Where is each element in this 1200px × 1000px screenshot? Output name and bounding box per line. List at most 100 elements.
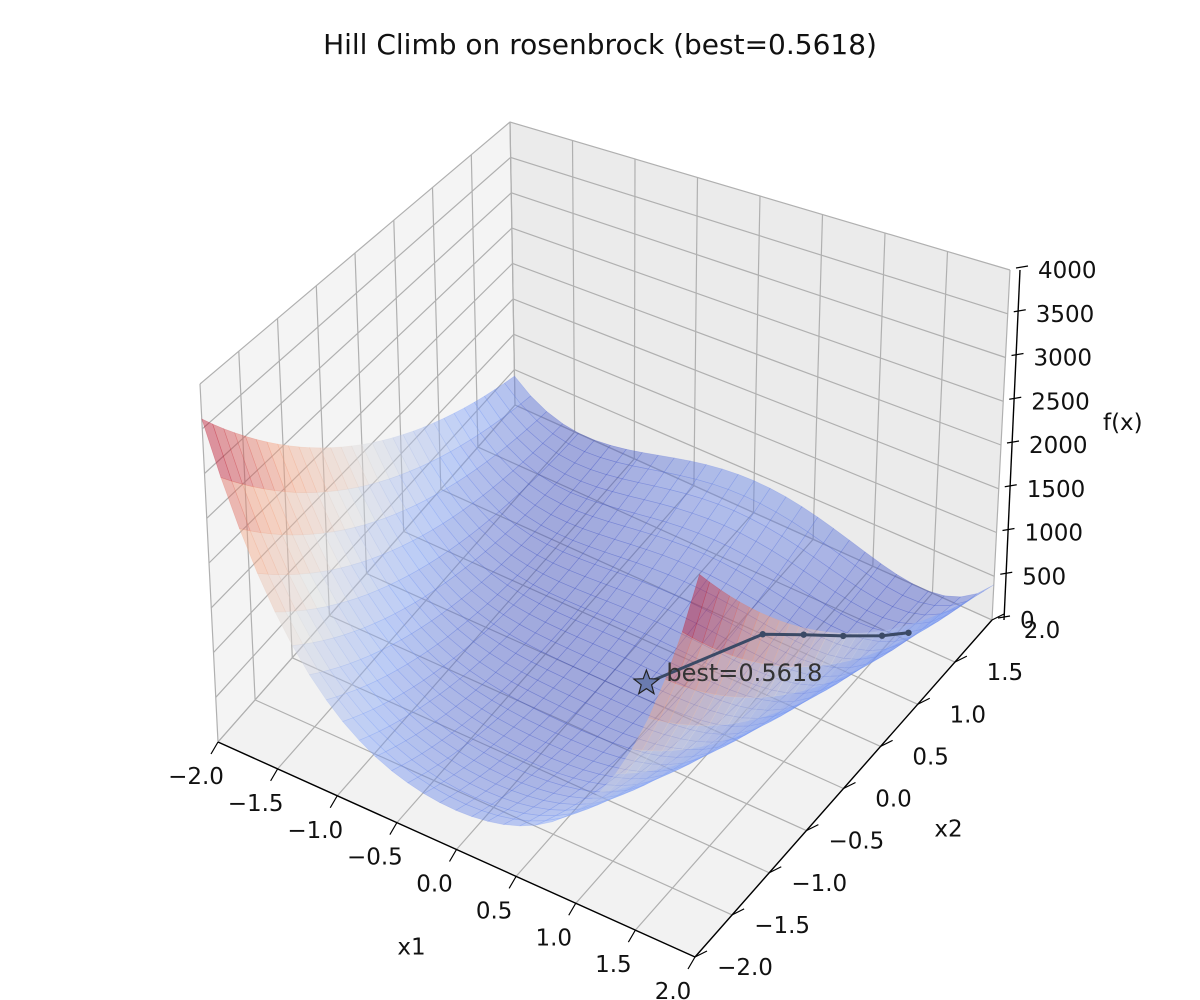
surface-patch bbox=[771, 535, 799, 561]
surface-patch bbox=[739, 667, 767, 686]
surface-patch bbox=[725, 730, 752, 747]
surface-patch bbox=[368, 730, 397, 753]
surface-patch bbox=[598, 650, 626, 670]
surface-patch bbox=[412, 426, 441, 463]
surface-patch bbox=[911, 621, 939, 638]
surface-patch bbox=[913, 613, 942, 625]
surface-patch bbox=[612, 732, 640, 749]
surface-patch bbox=[534, 494, 562, 515]
surface-patch bbox=[531, 651, 558, 671]
surface-patch bbox=[645, 750, 673, 773]
surface-patch bbox=[550, 629, 578, 649]
surface-patch bbox=[550, 748, 578, 765]
surface-patch bbox=[602, 619, 630, 640]
surface-patch bbox=[439, 796, 467, 811]
surface-patch bbox=[610, 687, 638, 707]
surface-patch bbox=[302, 533, 332, 573]
surface-patch bbox=[431, 613, 459, 638]
surface-patch bbox=[751, 564, 779, 589]
surface-patch bbox=[442, 516, 470, 544]
surface-patch bbox=[588, 662, 616, 682]
surface-patch bbox=[858, 648, 887, 660]
surface-patch bbox=[486, 815, 515, 825]
surface-patch bbox=[829, 670, 857, 684]
x-tick bbox=[687, 956, 696, 970]
surface-patch bbox=[536, 544, 564, 564]
surface-patch bbox=[201, 418, 233, 482]
surface-patch bbox=[302, 642, 331, 673]
surface-patch bbox=[687, 675, 715, 695]
surface-patch bbox=[566, 510, 594, 529]
surface-patch bbox=[521, 774, 549, 790]
surface-patch bbox=[759, 644, 787, 665]
surface-patch bbox=[244, 435, 276, 491]
surface-patch bbox=[664, 747, 693, 769]
surface-patch bbox=[682, 752, 710, 764]
surface-patch bbox=[741, 715, 769, 735]
surface-patch bbox=[765, 663, 793, 681]
surface-patch bbox=[775, 496, 803, 522]
best-label: best=0.5618 bbox=[666, 659, 822, 687]
z-tick bbox=[1006, 440, 1020, 444]
surface-patch bbox=[787, 687, 816, 709]
surface-patch bbox=[790, 694, 818, 711]
surface-patch bbox=[558, 443, 586, 464]
surface-patch bbox=[644, 620, 671, 642]
surface-patch bbox=[767, 701, 796, 711]
surface-patch bbox=[335, 692, 364, 719]
surface-patch bbox=[924, 605, 952, 616]
surface-patch bbox=[652, 690, 680, 710]
surface-patch bbox=[364, 622, 392, 651]
surface-patch bbox=[441, 732, 469, 752]
surface-patch bbox=[529, 815, 556, 822]
surface-patch bbox=[655, 521, 683, 542]
surface-patch bbox=[669, 615, 697, 637]
surface-patch bbox=[774, 666, 803, 697]
x-tick-label: 2.0 bbox=[655, 979, 692, 1000]
surface-patch bbox=[718, 735, 746, 748]
surface-patch bbox=[902, 583, 929, 603]
surface-patch bbox=[624, 760, 652, 772]
surface-patch bbox=[754, 664, 783, 698]
surface-patch bbox=[470, 432, 498, 462]
surface-patch bbox=[582, 516, 610, 535]
surface-patch bbox=[833, 657, 862, 682]
surface-patch bbox=[616, 705, 644, 724]
y-tick bbox=[694, 950, 708, 958]
surface-patch bbox=[466, 468, 494, 496]
surface-patch bbox=[571, 804, 598, 814]
surface-patch bbox=[807, 516, 835, 544]
y-tick bbox=[768, 866, 782, 874]
surface-patch bbox=[503, 604, 530, 625]
surface-patch bbox=[697, 518, 725, 541]
surface-patch bbox=[693, 693, 721, 711]
surface-patch bbox=[428, 556, 456, 584]
surface-patch bbox=[672, 667, 699, 688]
surface-patch bbox=[810, 636, 838, 655]
surface-patch bbox=[472, 495, 500, 521]
surface-patch bbox=[846, 661, 873, 679]
surface-patch bbox=[689, 719, 718, 734]
surface-patch bbox=[572, 528, 600, 547]
surface-patch bbox=[715, 583, 743, 606]
surface-patch bbox=[631, 717, 660, 751]
surface-patch bbox=[582, 760, 610, 775]
surface-patch bbox=[764, 665, 793, 698]
surface-patch bbox=[649, 503, 677, 523]
surface-patch bbox=[606, 588, 634, 608]
surface-patch bbox=[828, 553, 856, 580]
surface-patch bbox=[647, 769, 674, 779]
surface-patch bbox=[653, 471, 681, 491]
surface-patch bbox=[234, 432, 265, 490]
surface-patch bbox=[628, 613, 655, 634]
surface-patch bbox=[500, 411, 528, 439]
surface-patch bbox=[537, 669, 564, 689]
surface-patch bbox=[933, 595, 962, 606]
surface-patch bbox=[382, 698, 411, 721]
surface-patch bbox=[554, 722, 582, 741]
surface-patch bbox=[277, 443, 307, 493]
surface-patch bbox=[770, 704, 798, 722]
surface-patch bbox=[705, 738, 732, 756]
surface-patch bbox=[358, 484, 387, 522]
